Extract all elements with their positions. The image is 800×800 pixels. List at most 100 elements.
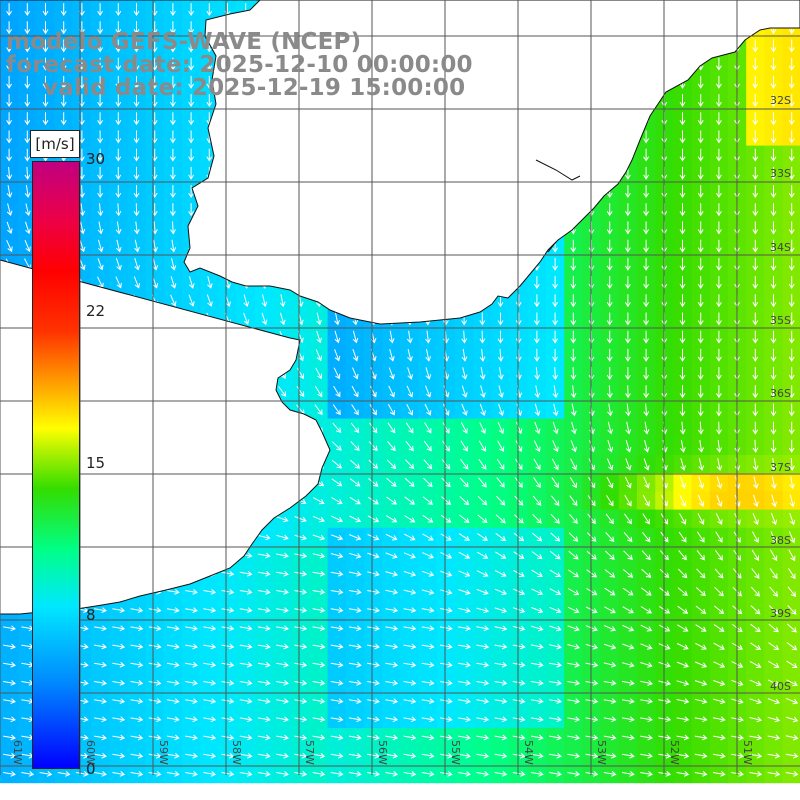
wind-arrow (697, 203, 704, 217)
wind-arrow (476, 570, 489, 577)
wind-arrow (697, 112, 704, 126)
wind-arrow (570, 276, 577, 290)
wind-arrow (679, 476, 686, 489)
lat-label: 39S (770, 607, 791, 621)
wind-arrow (115, 276, 122, 289)
wind-arrow (243, 294, 250, 308)
wind-arrow (348, 589, 362, 595)
wind-arrow (749, 660, 762, 668)
wind-arrow (715, 57, 722, 71)
wind-arrow (767, 679, 780, 687)
wind-arrow (496, 477, 505, 488)
wind-arrow (115, 239, 122, 253)
wind-arrow (752, 531, 759, 544)
wind-arrow (458, 752, 471, 759)
wind-arrow (515, 440, 523, 453)
wind-arrow (440, 514, 452, 523)
wind-arrow (332, 422, 342, 434)
wind-arrow (641, 568, 652, 578)
wind-arrow (239, 661, 253, 668)
wind-arrow (606, 203, 613, 217)
wind-arrow (606, 239, 613, 253)
wind-arrow (351, 385, 359, 398)
wind-arrow (403, 625, 417, 632)
wind-arrow (97, 166, 104, 180)
wind-arrow (552, 367, 559, 381)
wind-arrow (239, 625, 253, 632)
wind-arrow (296, 367, 304, 380)
wind-arrow (458, 734, 471, 741)
wind-arrow (694, 771, 708, 777)
wind-arrow (203, 771, 217, 777)
wind-arrow (512, 734, 526, 741)
wind-arrow (312, 680, 326, 686)
wind-arrow (39, 771, 53, 777)
wind-arrow (624, 476, 632, 489)
wind-arrow (388, 367, 395, 380)
wind-arrow (752, 57, 759, 71)
wind-arrow (767, 716, 781, 723)
wind-arrow (679, 330, 686, 344)
wind-arrow (6, 130, 13, 144)
wind-arrow (624, 221, 631, 235)
wind-arrow (696, 550, 705, 561)
wind-arrow (494, 752, 508, 759)
wind-arrow (752, 367, 759, 381)
wind-arrow (348, 680, 362, 686)
wind-arrow (115, 221, 122, 235)
wind-arrow (531, 551, 543, 560)
wind-arrow (677, 605, 689, 614)
wind-arrow (404, 515, 416, 523)
wind-arrow (188, 185, 195, 199)
wind-arrow (512, 643, 526, 650)
wind-arrow (239, 643, 253, 650)
wind-arrow (606, 257, 613, 271)
wind-arrow (367, 515, 380, 523)
wind-arrow (423, 477, 433, 488)
wind-arrow (349, 552, 362, 559)
wind-arrow (388, 385, 395, 398)
wind-arrow (24, 185, 31, 198)
wind-arrow (367, 643, 380, 650)
wind-arrow (494, 771, 508, 777)
wind-arrow (185, 589, 198, 595)
wind-arrow (606, 458, 614, 471)
wind-arrow (315, 349, 323, 362)
wind-arrow (498, 403, 504, 417)
wind-arrow (185, 752, 198, 759)
wind-arrow (770, 367, 777, 381)
wind-arrow (494, 661, 508, 668)
wind-arrow (643, 330, 650, 344)
wind-arrow (166, 734, 180, 741)
wind-arrow (770, 512, 778, 526)
wind-arrow (770, 458, 777, 472)
wind-arrow (6, 21, 13, 35)
wind-arrow (750, 605, 761, 615)
wind-arrow (439, 607, 453, 614)
wind-arrow (494, 698, 508, 704)
wind-arrow (461, 385, 468, 398)
wind-arrow (385, 771, 399, 777)
wind-arrow (477, 495, 488, 506)
wind-arrow (494, 607, 508, 614)
wind-arrow (458, 589, 471, 595)
wind-arrow (697, 75, 704, 89)
wind-arrow (403, 752, 417, 759)
wind-arrow (551, 495, 560, 506)
wind-arrow (348, 661, 362, 668)
wind-arrow (188, 166, 195, 180)
wind-arrow (697, 239, 704, 253)
wind-arrow (751, 549, 759, 562)
wind-arrow (386, 459, 397, 470)
wind-arrow (679, 203, 686, 217)
wind-arrow (549, 588, 562, 596)
wind-arrow (696, 531, 705, 543)
wind-arrow (770, 166, 777, 180)
wind-arrow (698, 458, 705, 471)
wind-arrow (642, 494, 650, 507)
wind-arrow (458, 680, 471, 686)
wind-arrow (115, 21, 122, 35)
wind-arrow (770, 257, 777, 271)
wind-arrow (60, 94, 67, 108)
wind-arrow (421, 698, 435, 704)
